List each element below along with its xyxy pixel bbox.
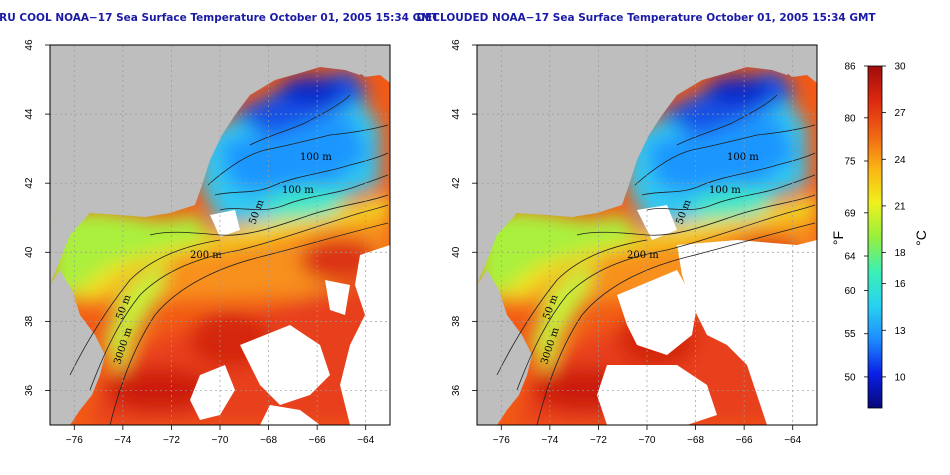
- left-map-panel: RU COOL NOAA−17 Sea Surface Temperature …: [0, 12, 440, 446]
- celsius-tick-label: 18: [894, 248, 906, 259]
- celsius-scale: 30 27 24 21 18 16 13 10: [882, 62, 906, 383]
- celsius-tick-label: 21: [894, 201, 906, 212]
- x-tick-label: −76: [66, 435, 83, 446]
- fahrenheit-unit-label: °F: [830, 231, 846, 245]
- celsius-unit-label: °C: [913, 230, 929, 246]
- fahrenheit-tick-label: 55: [844, 329, 856, 340]
- contour-label: 200 m: [190, 250, 222, 261]
- y-tick-label: 42: [451, 177, 462, 189]
- celsius-tick-label: 24: [894, 155, 906, 166]
- colorbar-gradient: [867, 65, 883, 409]
- contour-label: 100 m: [727, 152, 759, 163]
- left-x-axis: −76 −74 −72 −70 −68 −66 −64: [66, 425, 375, 446]
- x-tick-label: −70: [639, 435, 656, 446]
- x-tick-label: −66: [309, 435, 326, 446]
- contour-label: 100 m: [282, 185, 314, 196]
- celsius-tick-label: 10: [894, 372, 906, 383]
- celsius-tick-label: 30: [894, 62, 906, 73]
- y-tick-label: 38: [24, 315, 35, 327]
- x-tick-label: −68: [260, 435, 277, 446]
- y-tick-label: 36: [24, 384, 35, 396]
- contour-label: 100 m: [709, 185, 741, 196]
- x-tick-label: −76: [493, 435, 510, 446]
- right-x-axis: −76 −74 −72 −70 −68 −66 −64: [493, 425, 802, 446]
- y-tick-label: 38: [451, 315, 462, 327]
- contour-label: 100 m: [300, 152, 332, 163]
- celsius-tick-label: 16: [894, 279, 906, 290]
- x-tick-label: −66: [736, 435, 753, 446]
- right-grid: [477, 45, 817, 425]
- y-tick-label: 40: [24, 246, 35, 258]
- x-tick-label: −64: [784, 435, 801, 446]
- fahrenheit-tick-label: 50: [844, 372, 856, 383]
- x-tick-label: −72: [163, 435, 180, 446]
- celsius-tick-label: 27: [894, 108, 906, 119]
- left-grid: [50, 45, 390, 425]
- x-tick-label: −64: [357, 435, 374, 446]
- right-y-axis: 36 38 40 42 44 46: [451, 39, 477, 396]
- y-tick-label: 36: [451, 384, 462, 396]
- contour-label: 200 m: [627, 250, 659, 261]
- fahrenheit-tick-label: 75: [844, 157, 856, 168]
- y-tick-label: 40: [451, 246, 462, 258]
- x-tick-label: −70: [212, 435, 229, 446]
- fahrenheit-tick-label: 69: [844, 208, 856, 219]
- y-tick-label: 46: [451, 39, 462, 51]
- y-tick-label: 44: [451, 108, 462, 120]
- right-map-panel: DECLOUDED NOAA−17 Sea Surface Temperatur…: [416, 12, 876, 446]
- right-map-title: DECLOUDED NOAA−17 Sea Surface Temperatur…: [416, 12, 876, 24]
- x-tick-label: −68: [687, 435, 704, 446]
- fahrenheit-tick-label: 64: [844, 252, 856, 263]
- celsius-tick-label: 13: [894, 326, 906, 337]
- fahrenheit-tick-label: 86: [844, 62, 856, 73]
- fahrenheit-tick-label: 60: [844, 286, 856, 297]
- left-map-title: RU COOL NOAA−17 Sea Surface Temperature …: [0, 12, 440, 24]
- y-tick-label: 42: [24, 177, 35, 189]
- fahrenheit-tick-label: 80: [844, 113, 856, 124]
- y-tick-label: 46: [24, 39, 35, 51]
- fahrenheit-scale: 86 80 75 69 64 60 55 50: [844, 62, 868, 383]
- right-sst-image: 100 m 100 m 50 m 200 m 50 m 3000 m: [477, 45, 817, 425]
- left-sst-image: 100 m 100 m 50 m 200 m 50 m 3000 m: [50, 45, 390, 425]
- x-tick-label: −74: [114, 435, 131, 446]
- x-tick-label: −72: [590, 435, 607, 446]
- x-tick-label: −74: [541, 435, 558, 446]
- temperature-colorbar: 86 80 75 69 64 60 55 50 30 27 24 21 18 16 13 10 °F °C: [830, 62, 929, 409]
- left-y-axis: 36 38 40 42 44 46: [24, 39, 50, 396]
- y-tick-label: 44: [24, 108, 35, 120]
